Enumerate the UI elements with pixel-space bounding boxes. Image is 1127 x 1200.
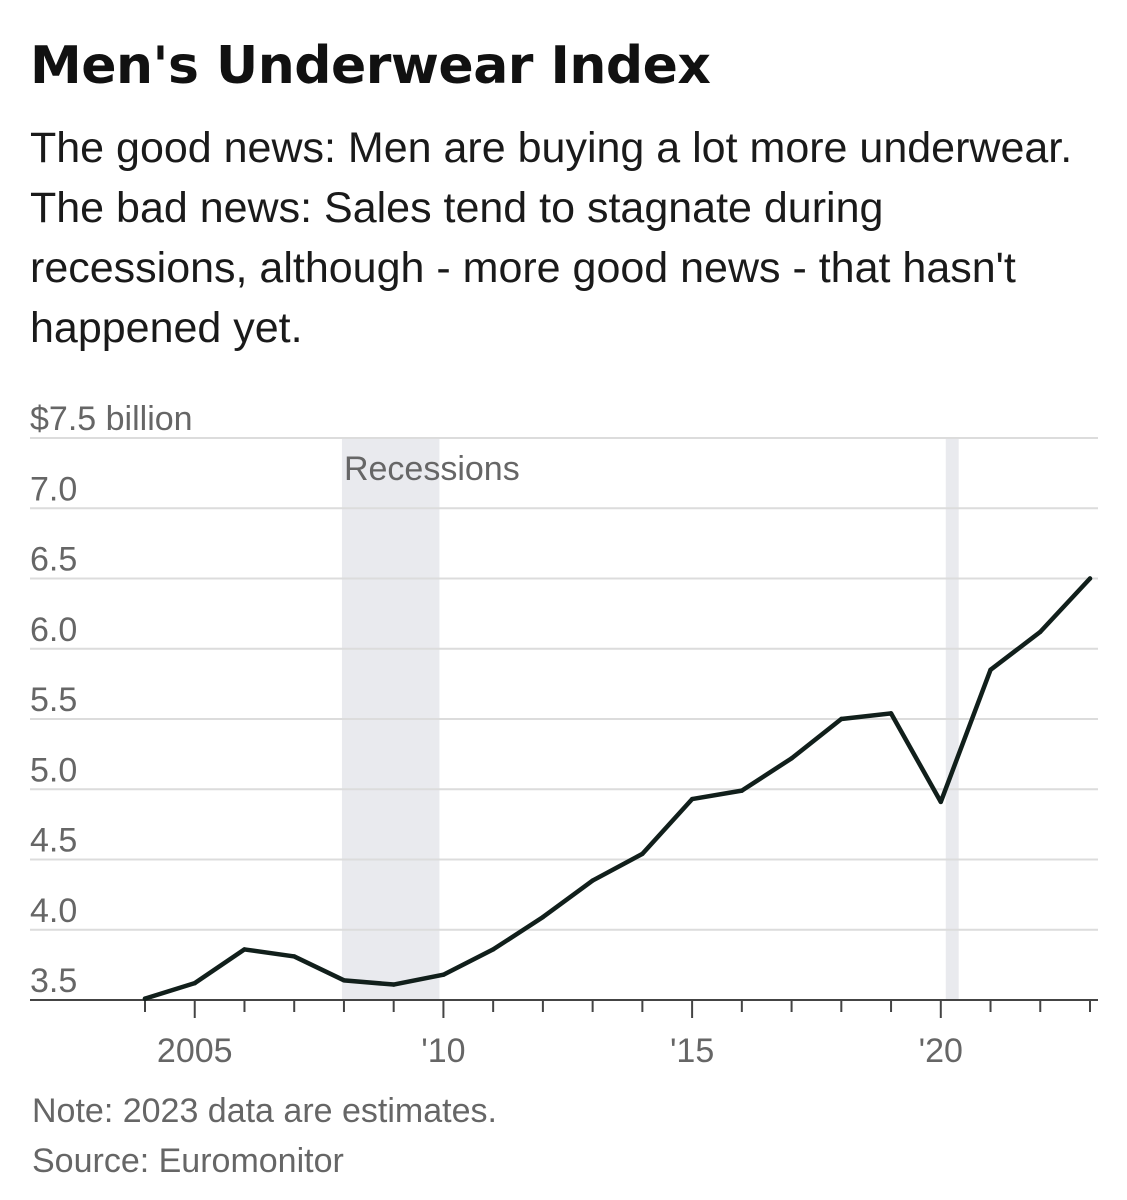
data-point	[1038, 629, 1043, 635]
y-tick-label: 4.5	[30, 822, 77, 860]
data-point	[938, 799, 943, 805]
data-point	[242, 947, 247, 952]
recession-label: Recessions	[344, 450, 520, 488]
data-point	[540, 914, 546, 920]
y-tick-label: 7.0	[30, 470, 77, 508]
chart-note: Note: 2023 data are estimates.	[32, 1092, 497, 1130]
data-point	[391, 982, 396, 987]
data-point	[590, 878, 595, 883]
y-tick-label: 3.5	[30, 962, 77, 1000]
data-line	[142, 576, 1093, 1001]
chart-subtitle: The good news: Men are buying a lot more…	[30, 124, 1073, 352]
x-tick-label: '15	[670, 1032, 714, 1070]
data-point	[441, 972, 446, 977]
chart-title: Men's Underwear Index	[30, 36, 711, 96]
data-point	[888, 711, 894, 716]
x-tick-label: 2005	[157, 1032, 233, 1070]
y-tick-label: $7.5 billion	[30, 400, 193, 438]
x-tick-label: '20	[919, 1032, 963, 1070]
data-point	[689, 796, 695, 802]
data-point	[839, 716, 844, 722]
x-tick-label: '10	[421, 1032, 465, 1070]
data-point	[640, 851, 645, 857]
y-tick-label: 5.0	[30, 751, 77, 789]
data-point	[789, 756, 794, 761]
data-point	[988, 667, 993, 673]
y-tick-label: 5.5	[30, 681, 77, 719]
chart-source: Source: Euromonitor	[32, 1142, 344, 1180]
data-point	[739, 788, 745, 793]
data-point	[1087, 576, 1093, 581]
chart-area: 3.5 4.0 4.5 5.0 5.5 6.0 6.5 7.0 $7.5 billion 2005…	[0, 380, 1127, 1100]
y-tick-label: 6.5	[30, 541, 77, 579]
data-point	[292, 954, 297, 959]
data-point	[341, 978, 347, 983]
y-tick-label: 4.0	[30, 892, 77, 930]
data-point	[192, 980, 197, 986]
line-chart: 3.5 4.0 4.5 5.0 5.5 6.0 6.5 7.0 $7.5 billion 2005…	[30, 400, 1098, 1070]
data-point	[490, 947, 496, 952]
y-tick-label: 6.0	[30, 611, 77, 649]
data-point	[142, 996, 148, 1001]
